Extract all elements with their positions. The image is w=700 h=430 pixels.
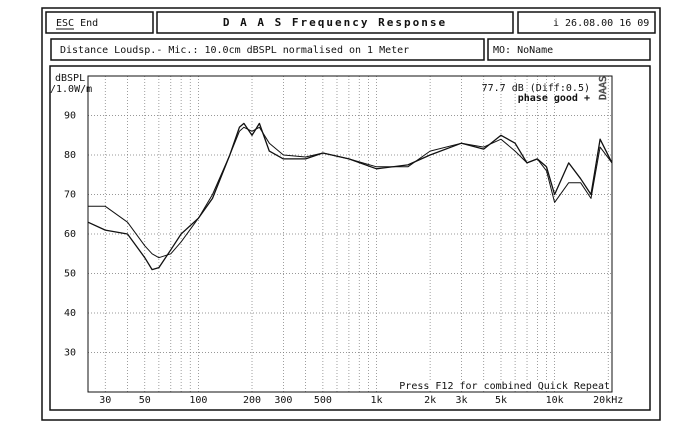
menu-text[interactable]: ESC End [56, 18, 98, 29]
plot-border [87, 75, 613, 393]
y-tick-label: 30 [64, 348, 76, 359]
y-tick-label: 40 [64, 308, 76, 319]
date-text: i 26.08.00 16 09 [553, 18, 649, 29]
watermark: DAAS [598, 76, 609, 100]
annotation: 77.7 dB (Diff:0.5) [482, 83, 590, 94]
info-text: Distance Loudsp.- Mic.: 10.0cm dBSPL nor… [60, 45, 409, 56]
x-tick-label: 10k [546, 395, 564, 406]
x-tick-label: 100 [189, 395, 207, 406]
y-tick-label: 80 [64, 150, 76, 161]
menu-box[interactable] [45, 11, 154, 34]
x-tick-label: 3k [455, 395, 467, 406]
chart-frame [49, 65, 651, 411]
y-axis-label: /1.0W/m [50, 84, 92, 95]
y-tick-label: 60 [64, 229, 76, 240]
data-line [88, 126, 613, 259]
x-tick-label: 200 [243, 395, 261, 406]
footer-text: Press F12 for combined Quick Repeat [399, 381, 610, 392]
x-tick-label: 1k [370, 395, 382, 406]
date-box [517, 11, 656, 34]
x-tick-label: 30 [99, 395, 111, 406]
footer-bg [407, 380, 611, 391]
info-box [50, 38, 485, 61]
y-tick-label: 90 [64, 111, 76, 122]
chart-title: D A A S Frequency Response [223, 16, 447, 29]
x-tick-label: 300 [274, 395, 292, 406]
x-tick-label: 20kHz [593, 395, 623, 406]
data-line [87, 122, 613, 271]
memory-box [487, 38, 651, 61]
x-tick-label: 500 [314, 395, 332, 406]
y-tick-label: 50 [64, 269, 76, 280]
x-tick-label: 5k [495, 395, 507, 406]
y-tick-label: 70 [64, 190, 76, 201]
title-box [156, 11, 514, 34]
x-tick-label: 50 [139, 395, 151, 406]
x-tick-label: 2k [424, 395, 436, 406]
y-axis-label: dBSPL [55, 73, 85, 84]
memory-text: MO: NoName [493, 45, 553, 56]
annotation: phase good + [518, 93, 590, 104]
